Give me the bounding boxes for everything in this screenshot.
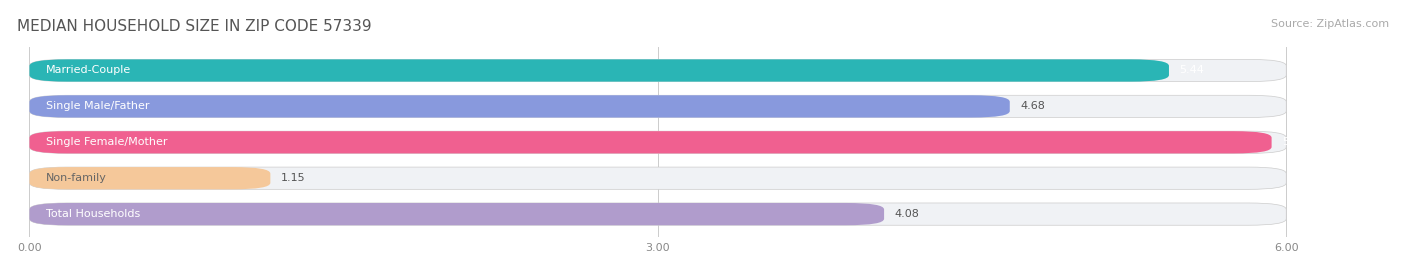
FancyBboxPatch shape [30,95,1010,118]
FancyBboxPatch shape [30,131,1286,154]
FancyBboxPatch shape [30,131,1271,154]
Text: Married-Couple: Married-Couple [46,65,132,76]
Text: MEDIAN HOUSEHOLD SIZE IN ZIP CODE 57339: MEDIAN HOUSEHOLD SIZE IN ZIP CODE 57339 [17,19,371,34]
Text: Non-family: Non-family [46,173,107,183]
FancyBboxPatch shape [30,59,1286,82]
Text: Single Female/Mother: Single Female/Mother [46,137,167,147]
FancyBboxPatch shape [30,203,1286,225]
Text: Total Households: Total Households [46,209,141,219]
Text: 5.44: 5.44 [1180,65,1205,76]
FancyBboxPatch shape [30,95,1286,118]
Text: 4.08: 4.08 [894,209,920,219]
Text: Source: ZipAtlas.com: Source: ZipAtlas.com [1271,19,1389,29]
FancyBboxPatch shape [30,203,884,225]
FancyBboxPatch shape [30,167,270,189]
FancyBboxPatch shape [30,59,1168,82]
Text: 1.15: 1.15 [281,173,305,183]
Text: 5.93: 5.93 [1282,137,1306,147]
FancyBboxPatch shape [30,167,1286,189]
Text: Single Male/Father: Single Male/Father [46,101,149,111]
Text: 4.68: 4.68 [1021,101,1045,111]
